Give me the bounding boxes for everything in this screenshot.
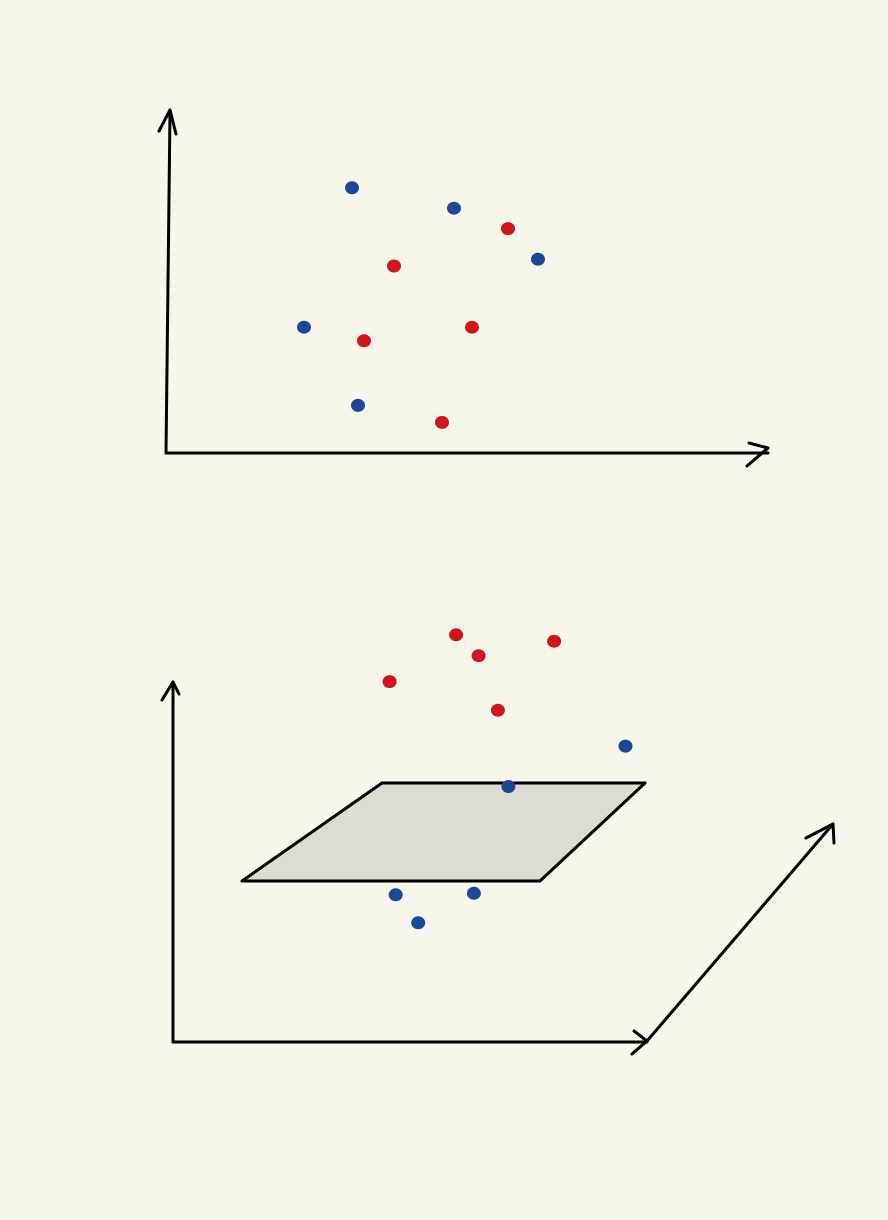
blue-point-3d	[411, 916, 426, 930]
y-axis-arrowhead-3d	[804, 822, 836, 845]
blue-point-3d	[466, 886, 481, 900]
red-point-3d	[382, 675, 397, 689]
scatter-2d	[157, 108, 770, 468]
red-point-3d	[471, 649, 486, 663]
scatter-3d	[160, 628, 836, 1056]
blue-point-3d	[618, 739, 633, 753]
red-point-2d	[501, 222, 515, 236]
y-axis-arrowhead-2d	[157, 108, 178, 136]
z-axis-arrowhead-3d	[160, 680, 181, 702]
red-point-3d	[449, 628, 464, 642]
blue-point-2d	[447, 201, 461, 215]
red-point-2d	[435, 415, 449, 429]
blue-point-2d	[345, 181, 359, 195]
points-3d-above-plane	[382, 628, 562, 717]
blue-point-3d	[388, 888, 403, 902]
blue-point-2d	[531, 252, 545, 266]
blue-point-2d	[351, 398, 365, 412]
red-point-3d	[490, 703, 505, 717]
red-point-2d	[357, 334, 371, 348]
y-axis-2d	[164, 110, 172, 455]
blue-point-2d	[297, 320, 311, 334]
red-point-2d	[387, 259, 401, 273]
x-axis-arrowhead-2d	[745, 441, 770, 468]
points-2d	[297, 181, 545, 429]
red-point-3d	[547, 634, 562, 648]
separating-plane	[240, 781, 647, 883]
y-axis-3d	[645, 822, 835, 1043]
points-3d-below-plane	[388, 739, 633, 930]
red-point-2d	[465, 320, 479, 334]
blue-point-3d	[501, 780, 516, 793]
